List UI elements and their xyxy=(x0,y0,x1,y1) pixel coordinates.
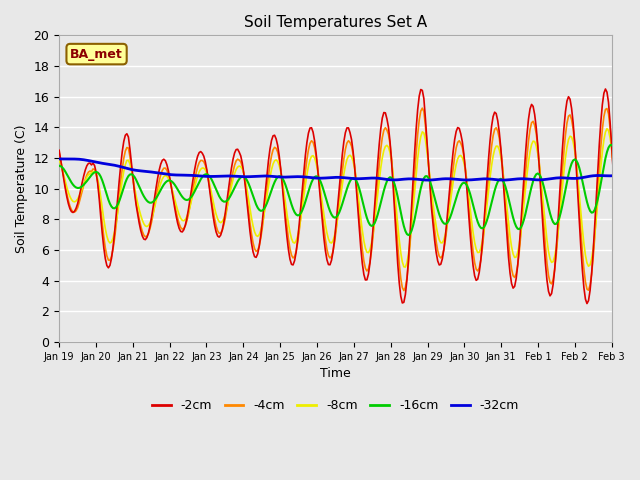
Text: BA_met: BA_met xyxy=(70,48,123,60)
Title: Soil Temperatures Set A: Soil Temperatures Set A xyxy=(244,15,427,30)
Y-axis label: Soil Temperature (C): Soil Temperature (C) xyxy=(15,124,28,253)
Legend: -2cm, -4cm, -8cm, -16cm, -32cm: -2cm, -4cm, -8cm, -16cm, -32cm xyxy=(147,394,524,417)
X-axis label: Time: Time xyxy=(320,367,351,380)
